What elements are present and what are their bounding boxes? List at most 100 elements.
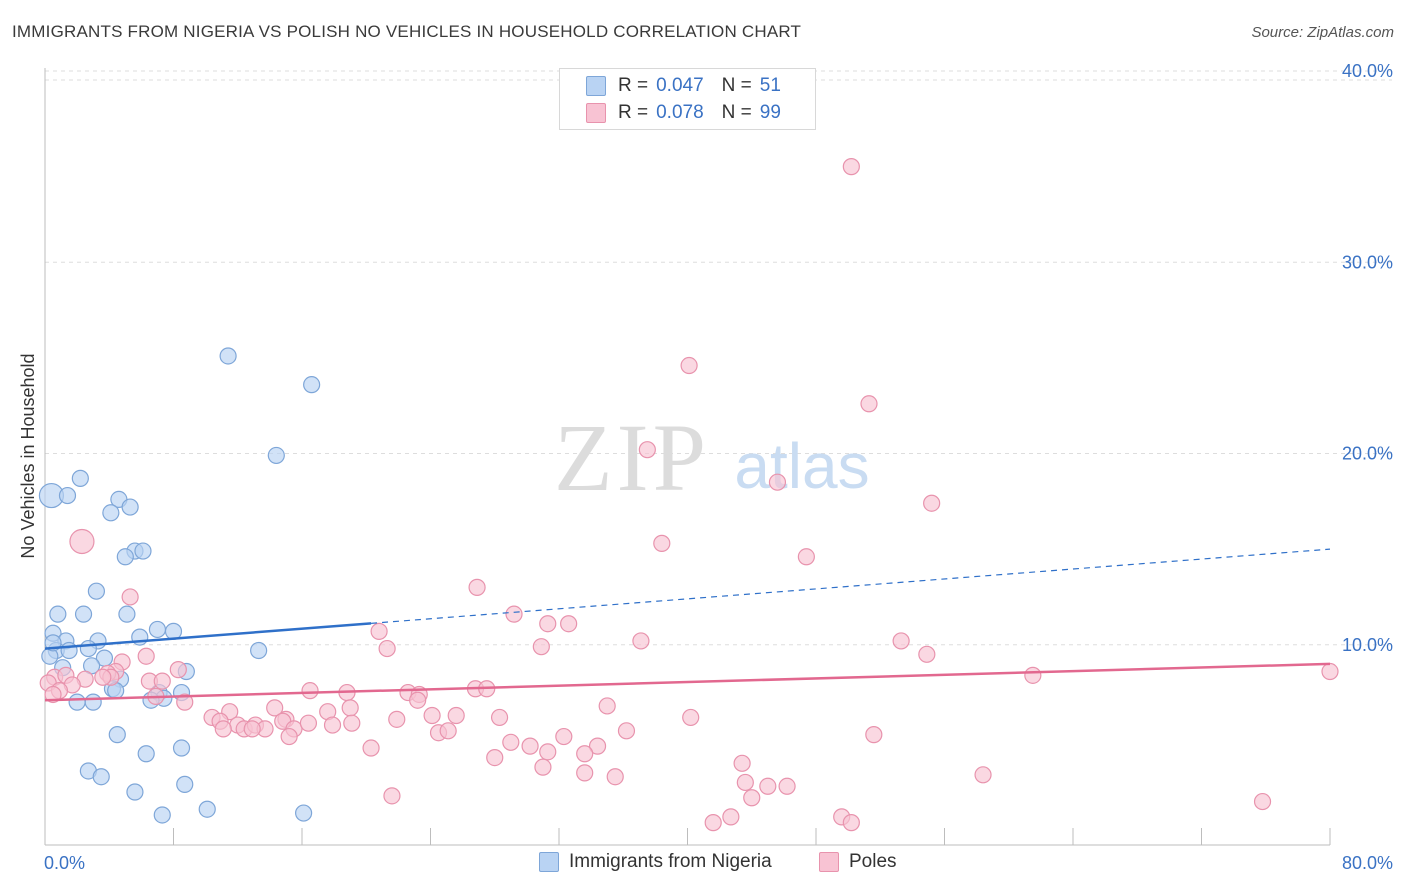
poles-point [588,737,607,755]
poles-point [598,697,616,715]
nigeria-point [148,620,167,639]
axes [44,68,1331,846]
series-legend: Immigrants from Nigeria Poles [0,851,1406,879]
poles-point [468,578,486,596]
poles-point [842,814,860,832]
poles-point [892,632,910,650]
nigeria-point [198,800,216,818]
poles-point [439,722,457,740]
poles-point [214,720,232,738]
legend-label: Poles [849,851,897,872]
poles-point [768,473,787,491]
poles-point [323,716,342,734]
poles-point [486,748,504,767]
nigeria-point [92,768,110,786]
poles-point [704,814,722,832]
legend-item-poles[interactable]: Poles [819,851,897,873]
poles-point [69,528,95,555]
nigeria-point [49,605,67,623]
nigeria-point [79,639,97,658]
r-value: 0.047 [656,75,704,96]
poles-point [490,708,509,727]
poles-point [378,639,396,658]
n-value: 99 [759,102,781,123]
y-tick-label: 40.0% [1342,61,1393,81]
poles-point [362,739,380,757]
stats-legend: R = 0.047 N = 51 R = 0.078 N = 99 [559,68,816,130]
poles-point [243,720,261,738]
poles-point [280,727,298,746]
poles-point [383,787,401,805]
r-label: R = [618,102,649,123]
data-points [38,158,1339,832]
poles-point [797,548,815,566]
nigeria-point [60,641,78,660]
nigeria-point [219,347,237,365]
poles-point [409,691,427,709]
poles-point [447,706,465,725]
poles-point [121,588,139,606]
poles-point [169,661,187,679]
y-tick-label: 10.0% [1342,635,1393,655]
legend-label: Immigrants from Nigeria [569,851,772,872]
stats-row-poles: R = 0.078 N = 99 [586,101,799,125]
nigeria-point [121,498,139,516]
nigeria-point [74,605,93,623]
r-label: R = [618,75,649,96]
chart-source: Source: ZipAtlas.com [1251,24,1394,41]
legend-item-nigeria[interactable]: Immigrants from Nigeria [539,851,772,873]
n-label: N = [721,102,752,123]
watermark-zip: ZIP [554,404,710,511]
poles-point [343,714,361,732]
nigeria-point [87,582,106,600]
r-value: 0.078 [656,102,704,123]
poles-point [865,726,883,744]
y-axis-title: No Vehicles in Household [18,353,38,558]
grid-lines [45,70,1392,646]
nigeria-point [116,548,134,566]
nigeria-point [118,605,136,623]
poles-point [606,768,624,786]
poles-point [918,645,936,663]
poles-point [682,708,700,727]
y-tick-label: 30.0% [1342,252,1393,272]
poles-point [534,758,552,776]
nigeria-point [267,446,285,465]
trend-lines [44,548,1331,702]
poles-point [341,699,359,717]
poles-point [759,777,777,795]
nigeria-point [134,542,152,560]
nigeria-point [153,806,171,824]
poles-point [842,158,860,176]
watermark: ZIP atlas [554,404,870,511]
nigeria-point [71,469,89,487]
poles-point [722,808,740,826]
poles-point [176,693,194,711]
poles-point [301,682,319,700]
poles-point [370,622,388,640]
poles-point [137,647,155,665]
watermark-atlas: atlas [734,430,869,502]
poles-point [1024,666,1042,684]
poles-point [638,441,656,459]
poles-point [736,773,754,792]
poles-point [1253,792,1272,811]
poles-point [576,745,594,763]
poles-point [1321,662,1339,681]
x-tick-label: 80.0% [1342,853,1393,873]
poles-point [555,727,573,746]
nigeria-trend-line [44,622,372,650]
y-tick-label: 20.0% [1342,444,1393,464]
poles-point [576,764,594,782]
n-label: N = [721,75,752,96]
pink-swatch [819,852,839,872]
nigeria-point [102,504,120,522]
poles-point [923,494,941,512]
nigeria-point [126,783,144,801]
nigeria-point [176,775,194,793]
blue-swatch [586,76,606,96]
poles-point [743,789,761,807]
poles-point [860,395,878,413]
x-tick-label: 0.0% [44,853,85,873]
